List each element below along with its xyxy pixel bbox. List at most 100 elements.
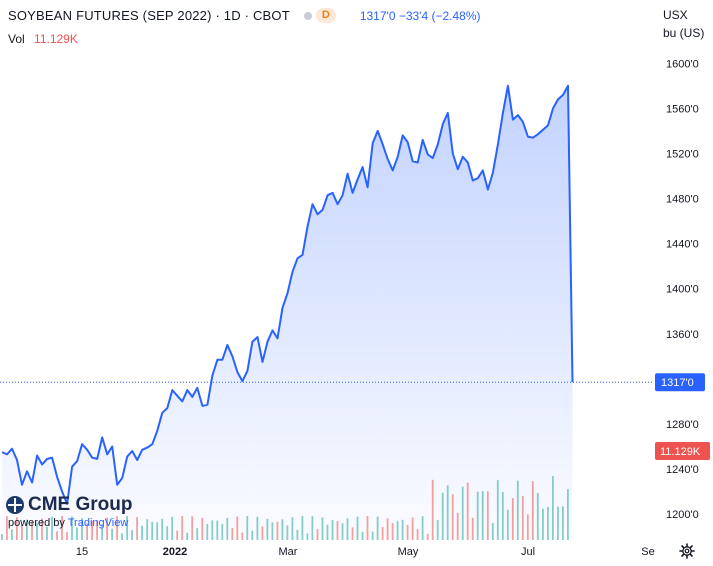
price-tag bbox=[655, 373, 705, 392]
volume-bar bbox=[181, 516, 184, 540]
volume-bar bbox=[166, 526, 169, 540]
y-tick-label: 1560'0 bbox=[666, 103, 699, 115]
volume-bar bbox=[521, 496, 524, 540]
cme-logo[interactable]: CME Group powered by TradingView bbox=[6, 494, 133, 529]
volume-bar bbox=[41, 518, 43, 540]
volume-bar bbox=[96, 520, 98, 540]
volume-bar bbox=[16, 517, 18, 540]
volume-bar bbox=[21, 525, 23, 540]
volume-bar bbox=[201, 517, 204, 540]
volume-bar bbox=[542, 508, 544, 540]
volume-bar bbox=[251, 530, 254, 540]
volume-bar bbox=[81, 518, 83, 540]
y-tick-label: 1360'0 bbox=[666, 329, 699, 341]
volume-bar bbox=[281, 519, 284, 540]
volume-bar bbox=[266, 518, 269, 540]
y-tick-label: 1400'0 bbox=[666, 284, 699, 296]
volume-tag bbox=[655, 442, 710, 460]
y-tick-label: 1200'0 bbox=[666, 509, 699, 521]
y-tick-label: 1480'0 bbox=[666, 194, 699, 206]
volume-bar bbox=[471, 517, 474, 540]
volume-label: Vol bbox=[8, 32, 25, 46]
delay-badge[interactable]: D bbox=[315, 8, 336, 23]
volume-bar bbox=[366, 516, 369, 540]
volume-bar bbox=[261, 526, 264, 540]
y-tick-label: 1440'0 bbox=[666, 239, 699, 251]
volume-bar bbox=[141, 525, 143, 540]
volume-bar bbox=[431, 479, 434, 540]
volume-bar bbox=[241, 532, 244, 540]
volume-bar bbox=[61, 516, 63, 540]
volume-bar bbox=[496, 480, 499, 540]
powered-by-text: powered by bbox=[8, 517, 68, 529]
volume-bar bbox=[567, 489, 569, 540]
settings-gear-icon[interactable] bbox=[679, 543, 695, 559]
volume-bar bbox=[386, 518, 389, 540]
volume-bar bbox=[106, 517, 108, 540]
x-tick-label: Se bbox=[641, 546, 654, 558]
volume-bar bbox=[501, 492, 504, 540]
volume-bar bbox=[341, 523, 344, 540]
volume-bar bbox=[547, 506, 549, 540]
volume-bar bbox=[6, 516, 8, 540]
volume-bar bbox=[31, 521, 33, 540]
volume-bar bbox=[71, 516, 73, 540]
tradingview-brand: TradingView bbox=[67, 517, 129, 529]
volume-bar bbox=[306, 533, 309, 540]
volume-bar bbox=[151, 521, 154, 540]
volume-bar bbox=[441, 492, 444, 540]
volume-bar bbox=[216, 520, 219, 540]
volume-bar bbox=[51, 516, 53, 540]
volume-bar bbox=[451, 494, 454, 540]
volume-bar bbox=[396, 521, 399, 540]
currency-selector[interactable]: USX bbox=[663, 8, 688, 22]
volume-bar bbox=[381, 527, 384, 540]
volume-bar bbox=[411, 517, 414, 540]
volume-bar bbox=[436, 520, 439, 540]
volume-bar bbox=[391, 523, 394, 540]
volume-bars bbox=[1, 476, 569, 540]
unit-selector[interactable]: bu (US) bbox=[663, 26, 705, 40]
status-dot-icon bbox=[303, 11, 312, 20]
volume-bar bbox=[291, 517, 294, 540]
volume-bar bbox=[86, 523, 88, 540]
volume-bar bbox=[36, 522, 38, 540]
volume-bar bbox=[126, 516, 128, 540]
volume-bar bbox=[426, 533, 429, 540]
x-tick-label: 2022 bbox=[163, 546, 187, 558]
y-tick-label: 1240'0 bbox=[666, 464, 699, 476]
volume-bar bbox=[11, 529, 13, 540]
volume-bar bbox=[276, 521, 279, 540]
volume-bar bbox=[101, 524, 103, 540]
volume-bar bbox=[191, 516, 194, 540]
volume-bar bbox=[1, 534, 3, 540]
volume-bar bbox=[221, 523, 224, 540]
volume-bar bbox=[246, 516, 249, 540]
volume-bar bbox=[311, 516, 314, 540]
volume-bar bbox=[516, 480, 519, 540]
volume-bar bbox=[136, 517, 138, 540]
volume-bar bbox=[552, 476, 554, 540]
volume-bar bbox=[121, 533, 123, 540]
volume-bar bbox=[156, 522, 159, 540]
x-tick-label: 15 bbox=[76, 546, 88, 558]
volume-bar bbox=[361, 531, 364, 540]
volume-bar bbox=[481, 491, 484, 540]
volume-bar bbox=[531, 481, 534, 540]
volume-bar bbox=[506, 509, 509, 540]
volume-bar bbox=[536, 493, 539, 540]
volume-bar bbox=[286, 525, 289, 540]
volume-bar bbox=[66, 532, 68, 540]
volume-bar bbox=[91, 520, 93, 540]
volume-bar bbox=[231, 528, 234, 540]
volume-bar bbox=[296, 529, 299, 540]
volume-bar bbox=[416, 529, 419, 540]
volume-legend: Vol 11.129K bbox=[8, 32, 78, 46]
volume-value: 11.129K bbox=[34, 32, 78, 46]
volume-bar bbox=[236, 516, 239, 540]
volume-bar bbox=[26, 519, 28, 540]
globe-icon bbox=[6, 496, 24, 514]
volume-bar bbox=[446, 485, 449, 540]
volume-bar bbox=[526, 514, 529, 540]
